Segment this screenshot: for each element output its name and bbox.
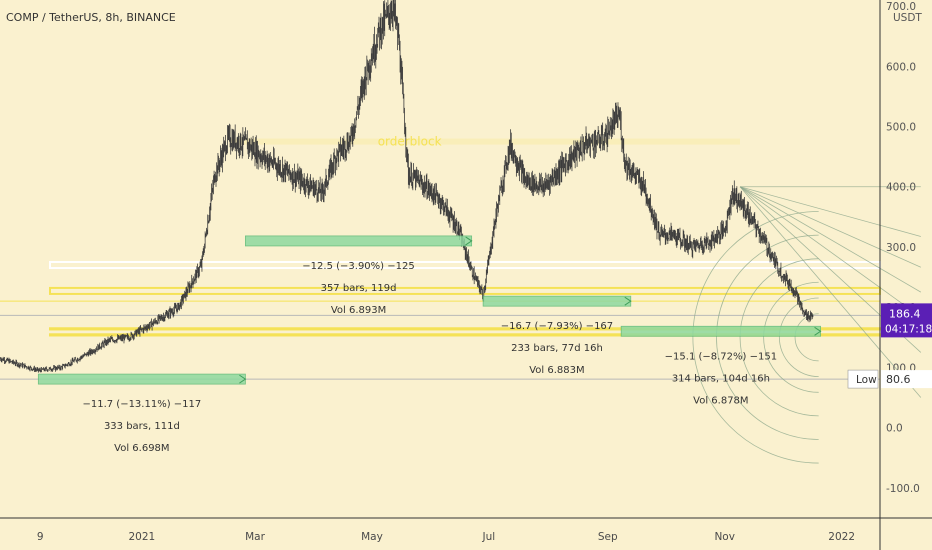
fan-arc-low-4 — [716, 337, 819, 440]
y-tick-label: -100.0 — [886, 483, 920, 495]
measure-arrow-0 — [239, 374, 247, 384]
fan-arc-low-5 — [692, 337, 819, 464]
y-tick-label: 700.0 — [886, 1, 916, 13]
measure-label-0-1: 333 bars, 111d — [104, 421, 180, 432]
chart-title: COMP / TetherUS, 8h, BINANCE — [6, 11, 176, 24]
y-tick-label: 300.0 — [886, 242, 916, 254]
measure-label-2-1: 233 bars, 77d 16h — [511, 343, 603, 354]
fan-line-1 — [739, 186, 921, 237]
zones-layer: orderblock — [0, 135, 881, 380]
measurement-layer: −11.7 (−13.11%) −117 333 bars, 111d Vol 6.… — [37, 235, 822, 454]
x-tick-label: 2021 — [129, 531, 156, 543]
x-tick-label: Sep — [598, 531, 618, 543]
measure-label-0-2: Vol 6.698M — [114, 443, 169, 454]
y-tick-label: 500.0 — [886, 121, 916, 133]
last-price-value: 186.4 — [889, 307, 921, 320]
currency-label: USDT — [893, 12, 922, 24]
last-price-tag — [881, 303, 932, 338]
y-tick-label: 400.0 — [886, 182, 916, 194]
measure-label-3-1: 314 bars, 104d 16h — [672, 373, 770, 384]
measure-label-0-0: −11.7 (−13.11%) −117 — [82, 399, 201, 410]
fan-arc-low-0 — [794, 337, 819, 362]
x-tick-label: May — [361, 531, 383, 543]
zone-0 — [49, 261, 881, 270]
measure-label-1-0: −12.5 (−3.90%) −125 — [302, 261, 414, 272]
last-price-countdown: 04:17:18 — [885, 323, 932, 335]
x-tick-label: Mar — [245, 531, 265, 543]
measure-bar-3 — [620, 325, 821, 337]
y-tick-label: 0.0 — [886, 423, 903, 435]
measure-label-1-2: Vol 6.893M — [331, 305, 386, 316]
measure-arrow-3 — [814, 326, 822, 336]
measure-arrow-1 — [465, 236, 473, 246]
fan-arc-5 — [692, 211, 819, 338]
fan-arc-low-2 — [763, 337, 819, 393]
measure-bar-2 — [482, 295, 632, 307]
measure-label-1-1: 357 bars, 119d — [321, 283, 397, 294]
low-value-box — [881, 370, 932, 389]
x-tick-label: 9 — [37, 531, 44, 543]
y-tick-label: 600.0 — [886, 61, 916, 73]
low-value: 80.6 — [886, 373, 911, 386]
measure-bar-1 — [245, 235, 473, 247]
low-label: Low — [856, 374, 877, 386]
low-label-box — [847, 369, 879, 389]
x-tick-label: Nov — [714, 531, 735, 543]
fan-arc-4 — [716, 234, 819, 338]
x-tick-label: Jul — [482, 531, 496, 543]
fan-arc-3 — [739, 258, 819, 338]
fan-line-6 — [739, 186, 922, 398]
measure-bar-0 — [37, 373, 246, 385]
orderblock-label: orderblock — [378, 135, 442, 149]
fan-line-3 — [739, 186, 922, 293]
fan-arc-low-1 — [778, 337, 819, 378]
measure-label-2-0: −16.7 (−7.93%) −167 — [501, 321, 613, 332]
measure-label-3-2: Vol 6.878M — [693, 395, 748, 406]
measure-arrow-2 — [624, 296, 632, 306]
fan-line-2 — [739, 186, 921, 268]
measure-label-3-0: −15.1 (−8.72%) −151 — [665, 351, 777, 362]
x-tick-label: 2022 — [828, 531, 855, 543]
measure-label-2-2: Vol 6.883M — [529, 365, 584, 376]
fan-arc-low-3 — [739, 337, 819, 417]
series-layer — [0, 0, 814, 373]
fan-line-4 — [739, 186, 922, 318]
orderblock-zone — [230, 138, 740, 145]
